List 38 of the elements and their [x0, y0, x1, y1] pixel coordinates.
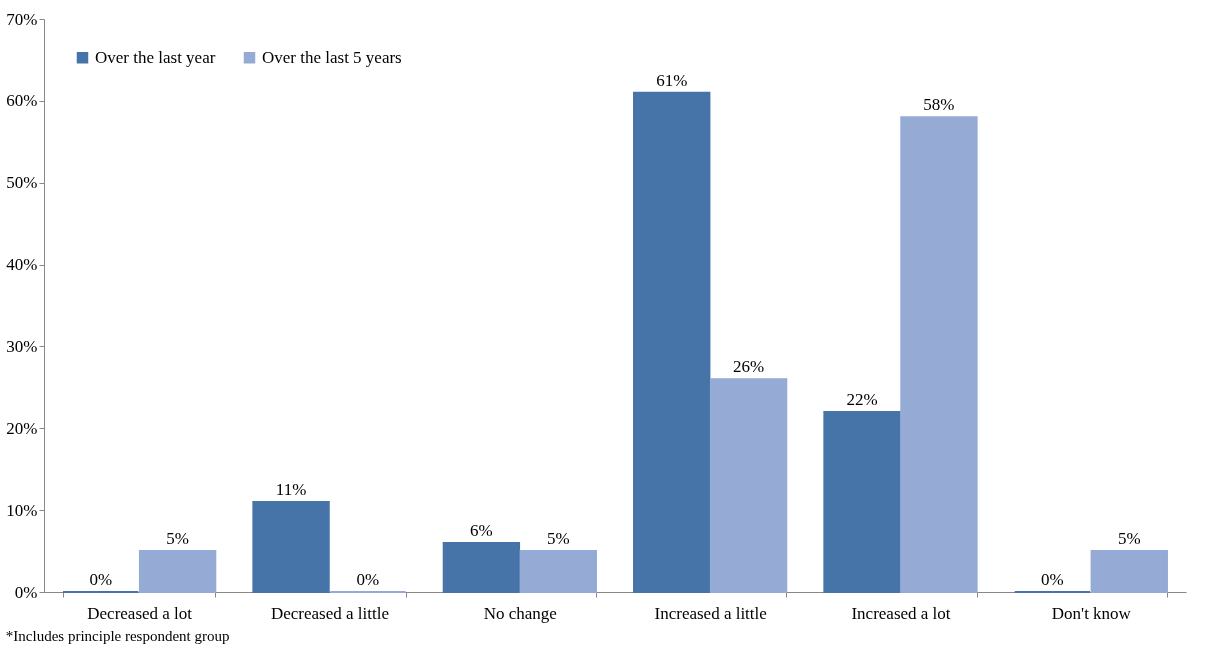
data-label: 5%	[1117, 529, 1141, 549]
data-label: 0%	[1041, 570, 1064, 589]
y-tick-label: 10%	[6, 500, 38, 520]
legend-label: Over the last 5 years	[262, 47, 402, 67]
x-tick-label: Don't know	[1051, 603, 1132, 623]
bar	[709, 378, 788, 593]
y-tick-label: 0%	[14, 582, 38, 602]
bar	[1090, 550, 1168, 593]
x-tick-label: Decreased a lot	[87, 603, 193, 623]
bar	[519, 550, 597, 593]
x-tick-label: Increased a lot	[851, 603, 951, 623]
bar	[633, 91, 711, 593]
x-tick-label: No change	[483, 603, 557, 623]
bar	[252, 500, 330, 593]
x-tick-label: Increased a little	[654, 603, 767, 623]
data-label: 11%	[275, 479, 307, 499]
text: *Includes principle respondent group	[5, 628, 230, 644]
data-label: 22%	[846, 389, 878, 409]
data-label: 0%	[89, 570, 113, 589]
y-tick-label: 70%	[6, 9, 38, 29]
data-label: 0%	[356, 570, 380, 589]
y-tick-label: 50%	[6, 173, 38, 193]
data-label: 6%	[470, 520, 493, 540]
data-label: 58%	[923, 95, 955, 115]
legend-label: Over the last year	[95, 47, 216, 67]
y-tick-label: 30%	[6, 336, 38, 356]
bar	[823, 410, 901, 593]
y-tick-label: 60%	[6, 91, 38, 111]
data-label: 61%	[656, 70, 688, 90]
bar	[442, 541, 521, 593]
y-tick-label: 20%	[6, 418, 38, 438]
data-label: 26%	[733, 357, 765, 377]
x-tick-label: Decreased a little	[271, 603, 389, 623]
data-label: 5%	[166, 529, 189, 549]
y-tick-label: 40%	[6, 255, 38, 275]
bar	[138, 550, 217, 593]
data-label: 5%	[546, 529, 570, 549]
bar	[900, 116, 978, 593]
